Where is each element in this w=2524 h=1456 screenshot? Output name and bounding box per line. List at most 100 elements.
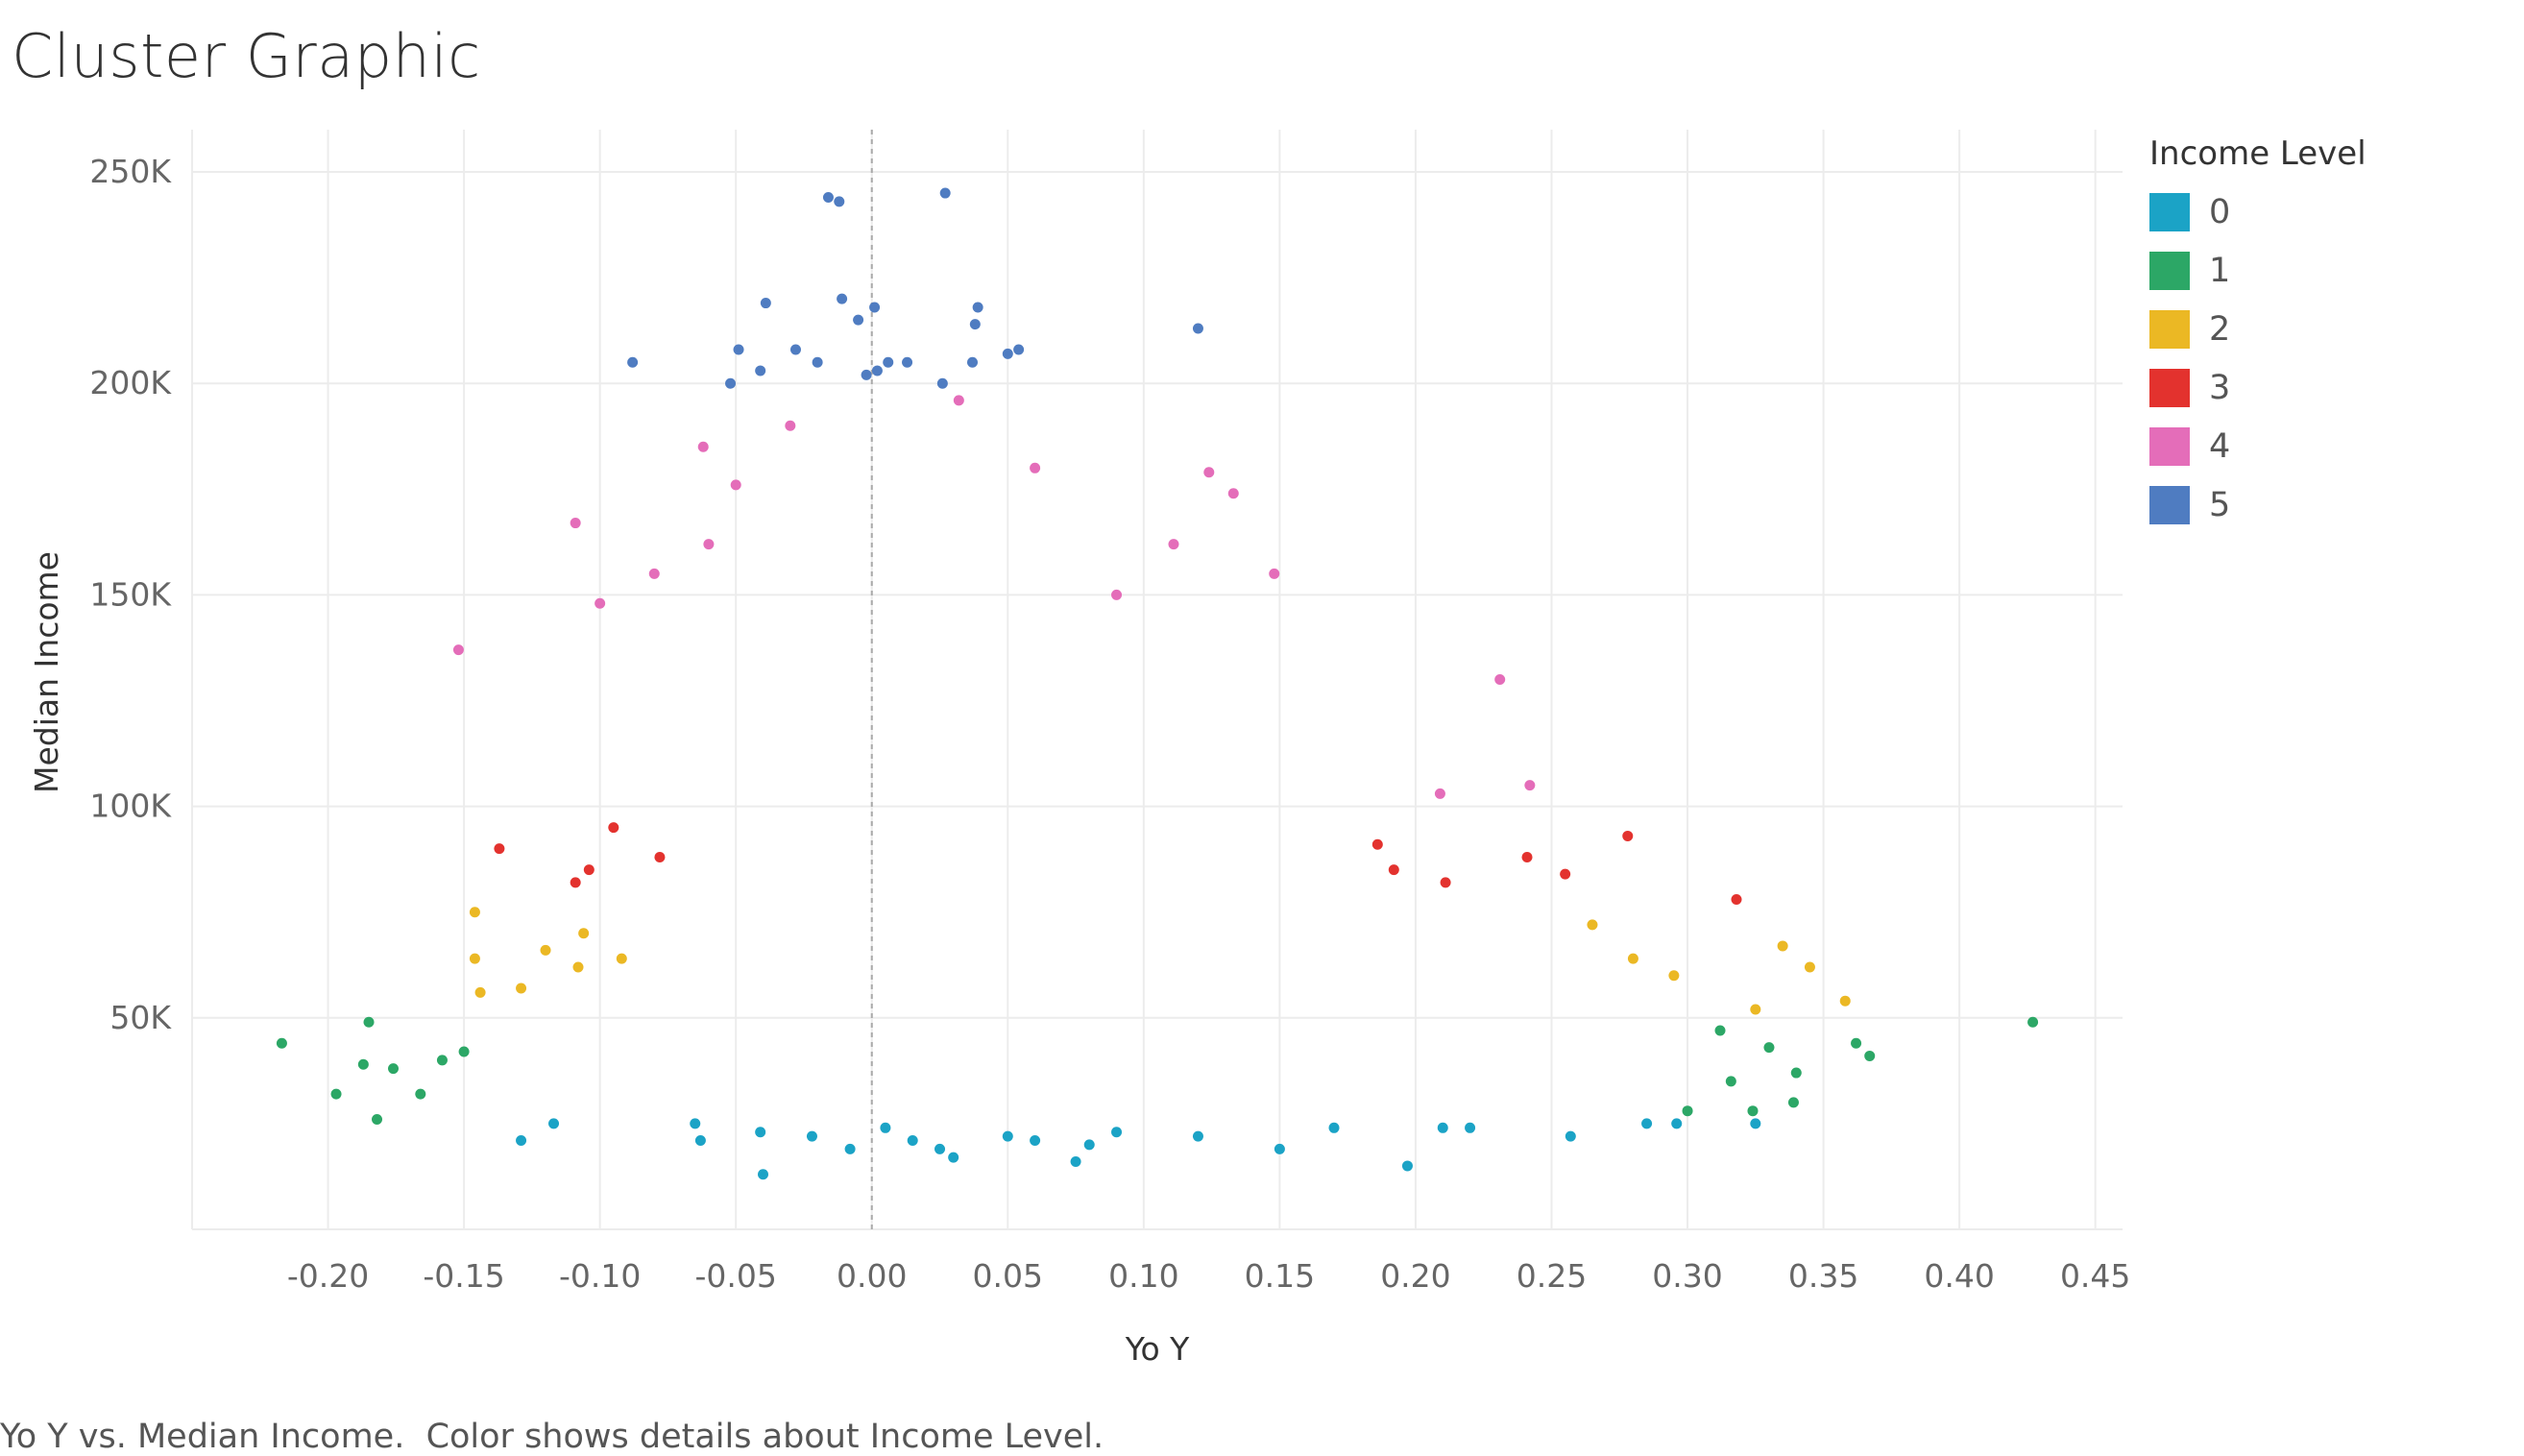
data-point xyxy=(1401,1160,1413,1172)
legend-item[interactable]: 3 xyxy=(2149,358,2366,417)
data-point xyxy=(1013,344,1025,355)
data-point xyxy=(1668,970,1680,982)
series-4 xyxy=(452,395,1536,799)
data-point xyxy=(690,1118,701,1129)
data-point xyxy=(703,539,715,550)
x-tick-label: 0.15 xyxy=(1245,1257,1315,1295)
x-tick-label: 0.10 xyxy=(1108,1257,1178,1295)
data-point xyxy=(812,356,823,368)
data-point xyxy=(648,568,660,579)
data-point xyxy=(1371,838,1383,850)
legend-label: 4 xyxy=(2209,426,2231,466)
data-point xyxy=(1227,488,1239,499)
data-point xyxy=(540,944,551,956)
data-point xyxy=(1388,864,1399,876)
data-point xyxy=(469,907,480,918)
x-axis-ticks: -0.20 -0.15 -0.10 -0.05 0.00 0.05 0.10 0.15 0.20… xyxy=(287,1257,2131,1295)
data-point xyxy=(936,377,948,389)
data-point xyxy=(1030,462,1041,473)
legend-label: 2 xyxy=(2209,309,2231,349)
x-tick-label: 0.45 xyxy=(2060,1257,2130,1295)
data-points xyxy=(276,187,2039,1180)
data-point xyxy=(616,953,627,964)
data-point xyxy=(760,298,771,309)
data-point xyxy=(1083,1139,1095,1151)
legend-title: Income Level xyxy=(2149,134,2366,173)
data-point xyxy=(948,1152,959,1163)
y-axis-title: Median Income xyxy=(28,551,65,793)
data-point xyxy=(785,420,796,431)
legend-swatch xyxy=(2149,192,2190,231)
data-point xyxy=(572,961,584,973)
legend-item[interactable]: 4 xyxy=(2149,417,2366,475)
data-point xyxy=(276,1037,287,1049)
data-point xyxy=(1641,1118,1653,1129)
legend-item[interactable]: 1 xyxy=(2149,241,2366,300)
series-2 xyxy=(469,907,1851,1015)
data-point xyxy=(1671,1118,1683,1129)
data-point xyxy=(372,1114,383,1125)
data-point xyxy=(1763,1042,1775,1054)
legend-item[interactable]: 2 xyxy=(2149,300,2366,358)
data-point xyxy=(1725,1076,1736,1087)
data-point xyxy=(458,1046,470,1057)
data-point xyxy=(1851,1037,1862,1049)
data-point xyxy=(934,1143,946,1154)
legend-swatch xyxy=(2149,309,2190,349)
data-point xyxy=(730,479,741,491)
data-point xyxy=(861,369,872,380)
legend-item[interactable]: 5 xyxy=(2149,475,2366,534)
y-tick-label: 150K xyxy=(89,575,172,613)
data-point xyxy=(1030,1135,1041,1147)
data-point xyxy=(1494,674,1506,685)
data-point xyxy=(697,441,709,452)
y-tick-label: 250K xyxy=(89,153,172,190)
data-point xyxy=(474,986,486,998)
data-point xyxy=(869,302,881,313)
data-point xyxy=(844,1143,856,1154)
data-point xyxy=(1587,919,1598,931)
data-point xyxy=(907,1135,918,1147)
data-point xyxy=(516,1135,527,1147)
data-point xyxy=(880,1122,891,1133)
data-point xyxy=(1002,1130,1013,1142)
x-tick-label: -0.20 xyxy=(287,1257,369,1295)
data-point xyxy=(755,365,766,376)
data-point xyxy=(1274,1143,1285,1154)
data-point xyxy=(1002,348,1013,359)
data-point xyxy=(966,356,978,368)
legend-swatch xyxy=(2149,251,2190,290)
data-point xyxy=(1328,1122,1340,1133)
x-tick-label: 0.00 xyxy=(837,1257,907,1295)
data-point xyxy=(1269,568,1280,579)
x-tick-label: -0.15 xyxy=(423,1257,504,1295)
data-point xyxy=(570,877,581,888)
data-point xyxy=(1437,1122,1448,1133)
data-point xyxy=(387,1063,399,1075)
x-tick-label: 0.05 xyxy=(973,1257,1043,1295)
data-point xyxy=(436,1055,448,1066)
data-point xyxy=(363,1016,375,1028)
x-axis-title: Yo Y xyxy=(1125,1330,1190,1368)
y-tick-label: 100K xyxy=(89,788,172,825)
data-point xyxy=(1682,1105,1693,1117)
legend-item[interactable]: 0 xyxy=(2149,182,2366,241)
legend-swatch xyxy=(2149,485,2190,524)
x-tick-label: -0.10 xyxy=(559,1257,641,1295)
series-3 xyxy=(494,822,1742,905)
data-point xyxy=(583,864,595,876)
data-point xyxy=(939,187,951,199)
data-point xyxy=(953,395,964,406)
x-tick-label: -0.05 xyxy=(695,1257,777,1295)
data-point xyxy=(1622,830,1634,841)
data-point xyxy=(516,983,527,994)
data-point xyxy=(902,356,913,368)
data-point xyxy=(1521,851,1533,862)
data-point xyxy=(1111,589,1123,600)
data-point xyxy=(1560,868,1571,880)
data-point xyxy=(972,302,983,313)
series-0 xyxy=(516,1118,1761,1180)
data-point xyxy=(1714,1025,1726,1036)
data-point xyxy=(853,314,864,326)
y-tick-label: 200K xyxy=(89,364,172,401)
